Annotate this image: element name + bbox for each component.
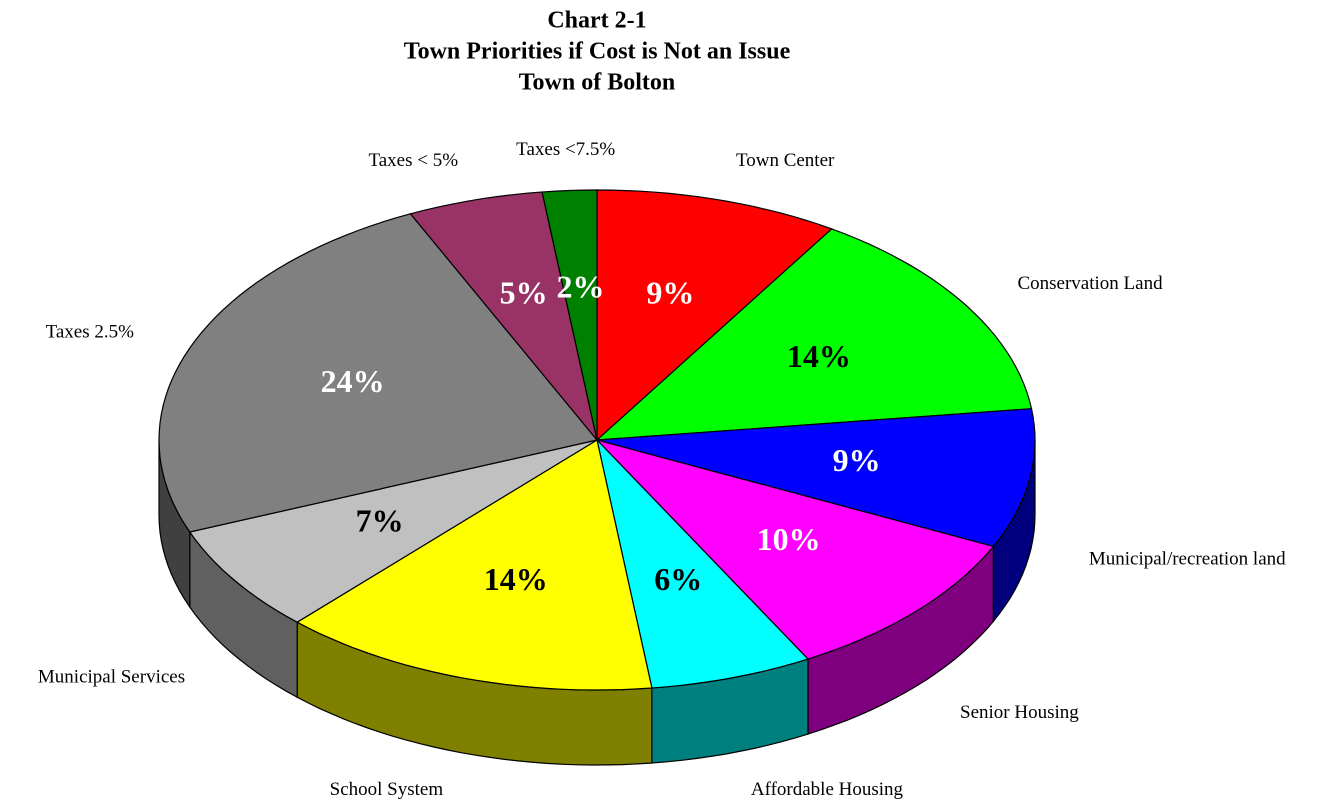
category-label: Municipal/recreation land <box>1089 549 1286 570</box>
category-label: Senior Housing <box>960 702 1079 723</box>
chart-title: Chart 2-1 <box>547 8 646 34</box>
pie-slice <box>596 189 833 442</box>
pie-slice <box>596 408 1036 548</box>
value-label: 9% <box>833 442 881 478</box>
category-label: Taxes < 5% <box>368 150 458 171</box>
category-label: Municipal Services <box>38 666 185 687</box>
category-label: Taxes <7.5% <box>516 139 615 160</box>
category-label: School System <box>330 779 444 800</box>
chart-title: Town Priorities if Cost is Not an Issue <box>404 39 791 65</box>
value-label: 10% <box>757 521 821 557</box>
category-label: Taxes 2.5% <box>46 322 135 343</box>
pie-slice <box>188 439 598 623</box>
category-label: Town Center <box>736 150 835 171</box>
value-label: 7% <box>356 503 404 539</box>
value-label: 2% <box>556 269 604 305</box>
pie-slice <box>595 228 1033 441</box>
value-label: 14% <box>484 561 548 597</box>
chart-title: Town of Bolton <box>519 70 676 96</box>
pie-slice <box>409 191 598 441</box>
value-label: 14% <box>787 338 851 374</box>
value-label: 24% <box>321 363 385 399</box>
value-label: 5% <box>500 274 548 310</box>
category-label: Conservation Land <box>1017 273 1163 294</box>
value-label: 6% <box>654 561 702 597</box>
pie-slice <box>541 189 598 441</box>
pie-slice <box>158 213 599 533</box>
pie-slice <box>595 438 995 660</box>
pie-slice <box>595 438 810 689</box>
value-label: 9% <box>646 274 694 310</box>
category-label: Affordable Housing <box>751 779 904 800</box>
pie-slice <box>295 439 653 691</box>
